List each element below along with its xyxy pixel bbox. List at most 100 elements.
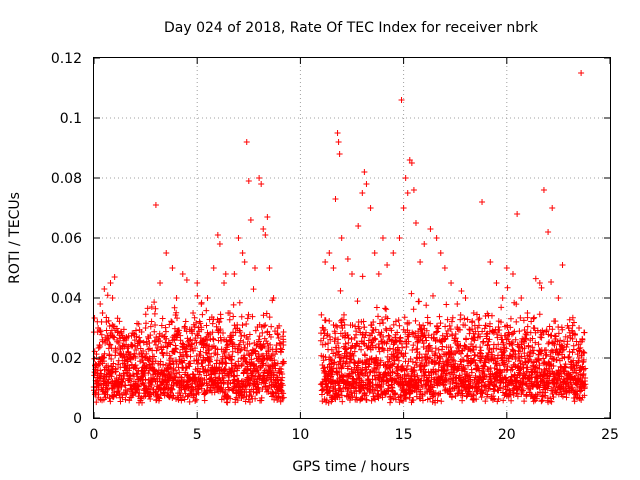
x-axis-label: GPS time / hours: [292, 459, 409, 475]
data-point: [239, 250, 246, 256]
data-point: [152, 202, 159, 208]
data-point: [179, 271, 186, 277]
dense-marker-cloud: [90, 271, 589, 406]
data-point: [349, 271, 355, 277]
data-point: [95, 325, 102, 331]
data-point: [390, 250, 397, 256]
data-point: [183, 277, 190, 283]
data-point: [379, 235, 386, 241]
data-point: [578, 70, 585, 76]
x-tick-label: 15: [395, 427, 413, 443]
data-point: [363, 181, 370, 187]
axis-ticks: 0 5 10 15 20 25 0 0.02 0.04 0.06 0.08 0.1 0.12: [51, 51, 619, 443]
data-point: [270, 295, 277, 301]
data-point: [384, 262, 391, 268]
data-point: [555, 295, 562, 301]
data-point: [479, 199, 486, 205]
data-point: [258, 181, 265, 187]
y-tick-label: 0.12: [51, 51, 82, 67]
data-point: [107, 280, 114, 286]
data-point: [565, 325, 572, 331]
data-point: [580, 349, 587, 355]
data-point: [241, 259, 248, 265]
y-tick-label: 0.04: [51, 291, 82, 307]
data-point: [111, 274, 118, 280]
data-point: [198, 301, 205, 307]
data-point: [336, 151, 343, 157]
data-point: [322, 259, 329, 265]
data-point: [93, 379, 100, 385]
data-point: [417, 259, 424, 265]
data-point: [404, 190, 411, 196]
x-tick-label: 10: [291, 427, 309, 443]
data-point: [361, 169, 368, 175]
data-point: [109, 295, 116, 301]
data-point: [266, 265, 273, 271]
data-point: [221, 280, 228, 286]
y-tick-label: 0.08: [51, 171, 82, 187]
data-point: [514, 211, 521, 217]
y-axis-label: ROTI / TECUs: [7, 192, 23, 284]
data-point: [571, 331, 578, 337]
data-point: [169, 265, 176, 271]
data-point: [101, 286, 108, 292]
data-point: [235, 235, 242, 241]
data-point: [115, 340, 122, 346]
data-point: [421, 241, 428, 247]
data-point: [400, 205, 407, 211]
x-tick-label: 5: [193, 427, 202, 443]
data-point: [216, 241, 223, 247]
data-point: [559, 262, 566, 268]
data-point: [402, 175, 409, 181]
data-point: [334, 130, 341, 136]
data-point: [540, 187, 547, 193]
data-point: [204, 295, 211, 301]
y-tick-label: 0.06: [51, 231, 82, 247]
data-point: [454, 301, 461, 307]
x-tick-label: 0: [90, 427, 99, 443]
data-point: [375, 271, 382, 277]
data-point: [330, 265, 337, 271]
dense-band-markers: [90, 271, 589, 406]
data-point: [437, 250, 444, 256]
data-point: [344, 256, 351, 262]
data-point: [274, 325, 281, 331]
data-point: [210, 265, 217, 271]
data-point: [530, 325, 537, 331]
data-point: [214, 232, 221, 238]
y-tick-label: 0.1: [60, 111, 82, 127]
x-tick-label: 20: [498, 427, 516, 443]
data-point: [97, 301, 104, 307]
data-point: [326, 250, 333, 256]
data-point: [536, 280, 543, 286]
data-point: [173, 295, 180, 301]
data-point: [157, 280, 164, 286]
data-point: [359, 190, 366, 196]
data-point: [276, 340, 283, 346]
data-point: [499, 295, 506, 301]
data-point: [398, 97, 405, 103]
data-point: [524, 310, 531, 316]
data-point: [256, 175, 263, 181]
data-point: [121, 361, 128, 367]
data-point: [103, 319, 110, 325]
data-point: [247, 217, 254, 223]
data-point: [433, 235, 440, 241]
data-point: [142, 325, 149, 331]
data-point: [448, 280, 455, 286]
plot-frame: [93, 57, 611, 419]
x-tick-label: 25: [601, 427, 619, 443]
data-point: [332, 196, 339, 202]
data-point: [412, 220, 419, 226]
y-tick-label: 0.02: [51, 351, 82, 367]
chart-title: Day 024 of 2018, Rate Of TEC Index for r…: [164, 20, 539, 36]
data-point: [503, 265, 510, 271]
data-point: [545, 229, 552, 235]
data-point: [518, 295, 525, 301]
data-point: [243, 139, 250, 145]
data-point: [427, 226, 434, 232]
y-tick-label: 0: [73, 411, 82, 427]
data-point: [470, 310, 477, 316]
data-point: [251, 265, 258, 271]
